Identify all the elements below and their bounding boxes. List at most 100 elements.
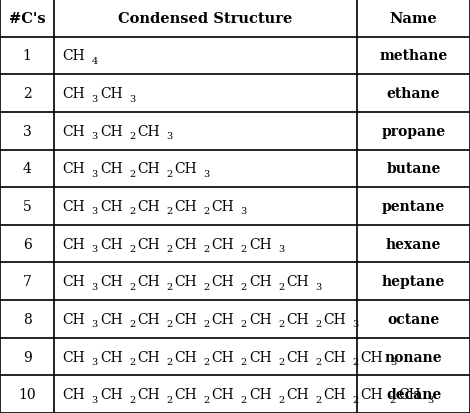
Text: CH: CH (100, 350, 122, 364)
Text: Name: Name (390, 12, 438, 26)
Text: 3: 3 (92, 282, 98, 291)
Text: CH: CH (286, 350, 309, 364)
Text: CH: CH (100, 124, 122, 138)
Text: 2: 2 (204, 244, 210, 254)
Text: 2: 2 (390, 395, 396, 404)
Text: 2: 2 (241, 282, 247, 291)
Text: butane: butane (386, 162, 441, 176)
Text: CH: CH (63, 275, 85, 289)
Text: 3: 3 (92, 244, 98, 254)
Text: CH: CH (100, 312, 122, 326)
Text: 3: 3 (278, 244, 284, 254)
Text: 2: 2 (129, 395, 135, 404)
Text: CH: CH (63, 162, 85, 176)
Text: 2: 2 (278, 357, 284, 366)
Text: 2: 2 (315, 357, 321, 366)
Text: 2: 2 (166, 169, 172, 178)
Text: 2: 2 (352, 357, 359, 366)
Text: CH: CH (63, 350, 85, 364)
Text: CH: CH (100, 275, 122, 289)
Text: 3: 3 (427, 395, 433, 404)
Text: CH: CH (286, 275, 309, 289)
Text: CH: CH (100, 199, 122, 214)
Text: CH: CH (137, 275, 160, 289)
Text: 2: 2 (166, 244, 172, 254)
Text: 2: 2 (241, 244, 247, 254)
Text: 2: 2 (204, 395, 210, 404)
Text: 2: 2 (278, 395, 284, 404)
Text: CH: CH (100, 387, 122, 401)
Text: CH: CH (323, 312, 346, 326)
Text: hexane: hexane (386, 237, 441, 251)
Text: 6: 6 (23, 237, 31, 251)
Text: CH: CH (174, 199, 197, 214)
Text: 2: 2 (166, 320, 172, 329)
Text: 9: 9 (23, 350, 31, 364)
Text: 2: 2 (315, 320, 321, 329)
Text: 2: 2 (278, 320, 284, 329)
Text: 2: 2 (129, 132, 135, 141)
Text: ethane: ethane (387, 87, 440, 101)
Text: CH: CH (100, 162, 122, 176)
Text: 2: 2 (129, 207, 135, 216)
Text: pentane: pentane (382, 199, 445, 214)
Text: 2: 2 (129, 169, 135, 178)
Text: CH: CH (249, 237, 272, 251)
Text: CH: CH (323, 350, 346, 364)
Text: CH: CH (286, 387, 309, 401)
Text: CH: CH (137, 237, 160, 251)
Text: CH: CH (398, 387, 421, 401)
Text: CH: CH (212, 312, 234, 326)
Text: propane: propane (382, 124, 446, 138)
Text: CH: CH (137, 124, 160, 138)
Text: CH: CH (174, 275, 197, 289)
Text: 3: 3 (390, 357, 396, 366)
Text: 3: 3 (92, 207, 98, 216)
Text: heptane: heptane (382, 275, 445, 289)
Text: 2: 2 (166, 282, 172, 291)
Text: CH: CH (63, 49, 85, 63)
Text: CH: CH (249, 275, 272, 289)
Text: CH: CH (63, 199, 85, 214)
Text: 2: 2 (241, 320, 247, 329)
Text: CH: CH (137, 350, 160, 364)
Text: CH: CH (63, 124, 85, 138)
Text: octane: octane (387, 312, 440, 326)
Text: 2: 2 (241, 395, 247, 404)
Text: CH: CH (137, 387, 160, 401)
Text: 2: 2 (23, 87, 31, 101)
Text: 4: 4 (92, 57, 98, 66)
Text: CH: CH (174, 387, 197, 401)
Text: 3: 3 (92, 132, 98, 141)
Text: methane: methane (379, 49, 448, 63)
Text: 10: 10 (18, 387, 36, 401)
Text: CH: CH (212, 387, 234, 401)
Text: CH: CH (63, 87, 85, 101)
Text: 1: 1 (23, 49, 31, 63)
Text: 3: 3 (23, 124, 31, 138)
Text: nonane: nonane (385, 350, 442, 364)
Text: 3: 3 (166, 132, 172, 141)
Text: 2: 2 (278, 282, 284, 291)
Text: CH: CH (174, 312, 197, 326)
Text: 3: 3 (92, 169, 98, 178)
Text: 2: 2 (129, 320, 135, 329)
Text: CH: CH (212, 275, 234, 289)
Text: 4: 4 (23, 162, 31, 176)
Text: 2: 2 (129, 282, 135, 291)
Text: 2: 2 (166, 357, 172, 366)
Text: 2: 2 (129, 244, 135, 254)
Text: decane: decane (386, 387, 441, 401)
Text: CH: CH (212, 237, 234, 251)
Text: CH: CH (212, 199, 234, 214)
Text: CH: CH (286, 312, 309, 326)
Text: 2: 2 (166, 395, 172, 404)
Text: 3: 3 (92, 94, 98, 103)
Text: CH: CH (174, 350, 197, 364)
Text: Condensed Structure: Condensed Structure (118, 12, 293, 26)
Text: CH: CH (249, 350, 272, 364)
Text: CH: CH (323, 387, 346, 401)
Text: 3: 3 (204, 169, 210, 178)
Text: 2: 2 (241, 357, 247, 366)
Text: CH: CH (100, 87, 122, 101)
